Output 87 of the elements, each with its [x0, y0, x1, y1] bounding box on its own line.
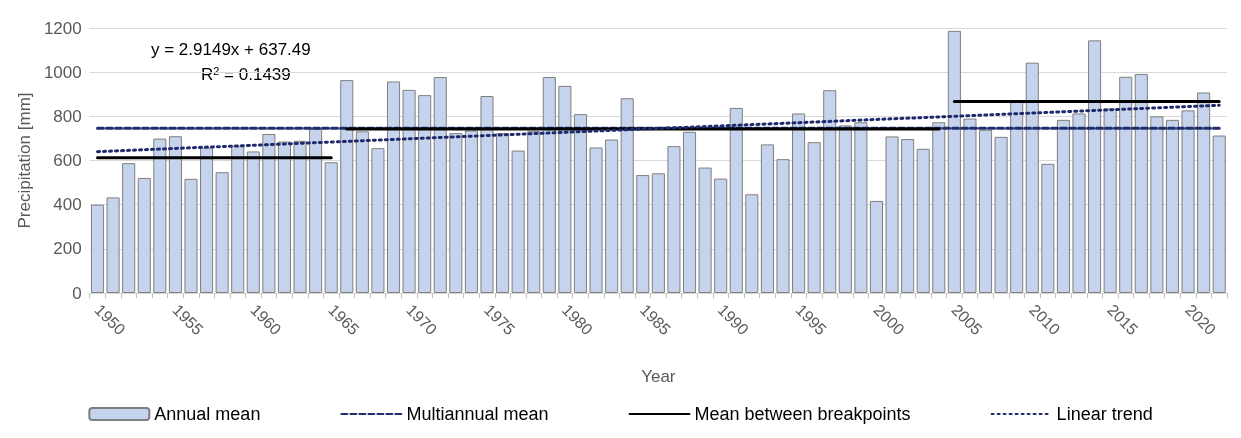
bar: [558, 85, 572, 293]
bar: [854, 122, 868, 293]
bar: [137, 177, 151, 293]
bar: [371, 148, 385, 293]
bar: [1197, 92, 1211, 293]
bar: [480, 96, 494, 293]
bar: [464, 130, 478, 293]
bar: [542, 77, 556, 293]
bar: [1072, 113, 1086, 293]
bar: [636, 175, 650, 293]
bar: [1134, 73, 1148, 293]
bar: [153, 138, 167, 293]
bar: [1025, 62, 1039, 293]
bar: [963, 118, 977, 293]
bar: [823, 90, 837, 293]
bar: [418, 95, 432, 293]
bar: [745, 194, 759, 293]
bar: [651, 173, 665, 293]
y-tick-label: 600: [53, 151, 82, 170]
bar: [231, 146, 245, 293]
bar: [605, 139, 619, 293]
bar: [1010, 100, 1024, 293]
bar: [340, 80, 354, 293]
bar: [309, 128, 323, 293]
bar: [262, 134, 276, 293]
bar: [1088, 40, 1102, 293]
bar: [994, 136, 1008, 293]
bar: [386, 81, 401, 293]
bar: [433, 77, 447, 293]
y-tick-label: 400: [53, 195, 82, 215]
bar: [667, 146, 681, 293]
y-tick-label: 1000: [43, 62, 82, 82]
x-axis-title: Year: [641, 367, 676, 386]
bar: [168, 136, 182, 293]
bar: [589, 147, 603, 293]
legend-label: Multiannual mean: [406, 404, 549, 424]
bar: [90, 204, 105, 293]
bar: [1119, 76, 1133, 293]
bar: [246, 151, 260, 293]
bar: [293, 140, 307, 293]
legend-label: Annual mean: [154, 404, 261, 424]
bar: [215, 172, 229, 293]
bar: [324, 162, 338, 293]
bar: [573, 114, 588, 293]
bar: [1041, 163, 1055, 293]
bar: [682, 131, 697, 293]
bar: [792, 113, 806, 293]
y-tick-label: 800: [53, 106, 82, 126]
bar: [449, 133, 463, 293]
legend-label: Mean between breakpoints: [694, 404, 911, 424]
bar: [1103, 108, 1117, 293]
bar: [947, 30, 961, 293]
bar: [527, 131, 541, 293]
bar: [402, 89, 416, 293]
bar: [184, 178, 198, 293]
bar: [355, 131, 369, 293]
bar: [838, 125, 852, 293]
bar: [869, 200, 884, 293]
bar: [932, 122, 946, 293]
bar: [496, 133, 510, 293]
bar: [698, 167, 712, 293]
bar: [760, 144, 774, 293]
bar: [1150, 116, 1164, 293]
bar: [978, 129, 993, 293]
bar: [511, 150, 525, 293]
y-tick-label: 1200: [43, 18, 82, 38]
annotation: y = 2.9149x + 637.49: [151, 40, 311, 59]
bar: [122, 163, 136, 293]
bar: [1165, 119, 1180, 293]
bar: [776, 159, 790, 293]
bar: [200, 147, 214, 293]
legend-label: Linear trend: [1056, 404, 1153, 424]
y-tick-label: 200: [53, 239, 82, 259]
bar: [729, 107, 743, 293]
bar: [807, 142, 821, 293]
y-tick-label: 0: [72, 283, 82, 303]
y-axis-title: Precipitation [mm]: [15, 92, 34, 229]
bar: [1056, 119, 1070, 293]
bar: [277, 141, 291, 293]
bar: [1181, 110, 1195, 293]
bar: [620, 98, 634, 293]
bar: [1212, 135, 1226, 293]
bar: [885, 136, 899, 293]
bar: [714, 178, 728, 293]
bar: [901, 139, 915, 293]
bar: [106, 197, 120, 293]
bar: [916, 148, 930, 293]
